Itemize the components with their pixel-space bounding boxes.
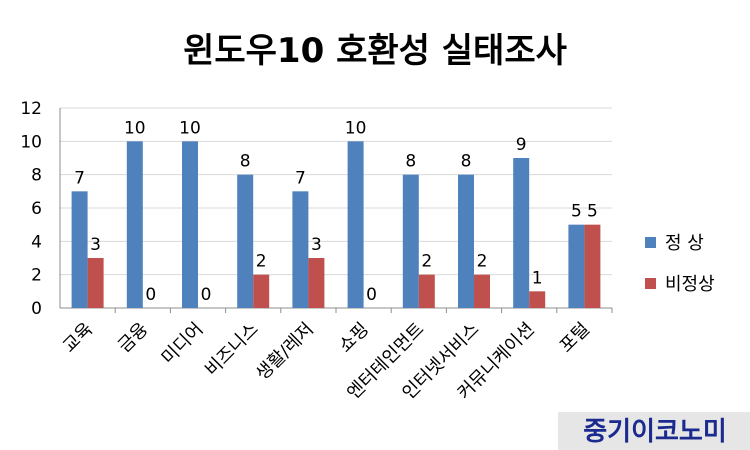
bar — [253, 274, 270, 308]
x-tick-label: 생활/레저 — [252, 319, 318, 385]
bar — [513, 158, 530, 308]
y-tick-label: 10 — [20, 132, 42, 152]
legend-label: 정 상 — [665, 233, 704, 254]
bar — [402, 174, 419, 308]
data-label: 0 — [201, 285, 212, 305]
watermark-background — [558, 412, 750, 450]
data-label: 5 — [571, 202, 582, 222]
bars: 7 3 10 0 10 0 8 2 7 3 10 0 8 2 8 2 9 1 5 5 — [71, 118, 601, 308]
data-label: 8 — [461, 152, 472, 172]
y-tick-label: 8 — [31, 166, 42, 186]
bar — [474, 274, 490, 308]
data-label: 9 — [516, 135, 527, 155]
data-label: 0 — [145, 285, 156, 305]
y-tick-label: 4 — [31, 232, 42, 252]
bar — [237, 174, 254, 308]
y-tick-label: 12 — [20, 99, 42, 119]
data-label: 1 — [532, 268, 543, 288]
bar — [126, 141, 143, 308]
data-label: 2 — [421, 252, 432, 272]
x-tick-label: 미디어 — [158, 319, 208, 369]
legend-swatch — [645, 278, 656, 289]
data-label: 7 — [295, 168, 306, 188]
data-label: 2 — [256, 252, 267, 272]
legend-label: 비정상 — [665, 274, 715, 295]
data-label: 2 — [477, 252, 488, 272]
data-label: 5 — [587, 202, 598, 222]
data-label: 10 — [345, 118, 367, 138]
bar — [71, 191, 88, 308]
bar — [87, 258, 104, 308]
data-label: 3 — [311, 235, 322, 255]
y-tick-label: 6 — [31, 199, 42, 219]
y-tick-label: 2 — [31, 266, 42, 286]
data-label: 3 — [90, 235, 101, 255]
bar — [529, 291, 546, 308]
data-label: 10 — [179, 118, 201, 138]
x-tick-label: 교육 — [59, 319, 97, 357]
bar — [418, 274, 435, 308]
bar — [182, 141, 198, 308]
bar — [347, 141, 364, 308]
x-tick-label: 포털 — [556, 319, 594, 357]
y-axis: 0 2 4 6 8 10 12 — [20, 99, 61, 319]
x-tick-label: 금융 — [114, 319, 152, 357]
x-tick-label: 쇼핑 — [335, 319, 373, 357]
y-tick-label: 0 — [31, 299, 42, 319]
bar — [308, 258, 325, 308]
bar — [568, 224, 585, 308]
chart-title: 윈도우10 호환성 실태조사 — [183, 31, 567, 71]
data-label: 8 — [240, 152, 251, 172]
gridlines — [60, 107, 612, 309]
watermark-logo: 중기이코노미 — [583, 417, 727, 447]
data-label: 0 — [366, 285, 377, 305]
data-label: 10 — [124, 118, 146, 138]
bar — [584, 224, 601, 308]
legend-swatch — [645, 237, 656, 248]
bar — [458, 174, 474, 308]
data-label: 7 — [74, 168, 85, 188]
data-label: 8 — [405, 152, 416, 172]
bar — [292, 191, 309, 308]
